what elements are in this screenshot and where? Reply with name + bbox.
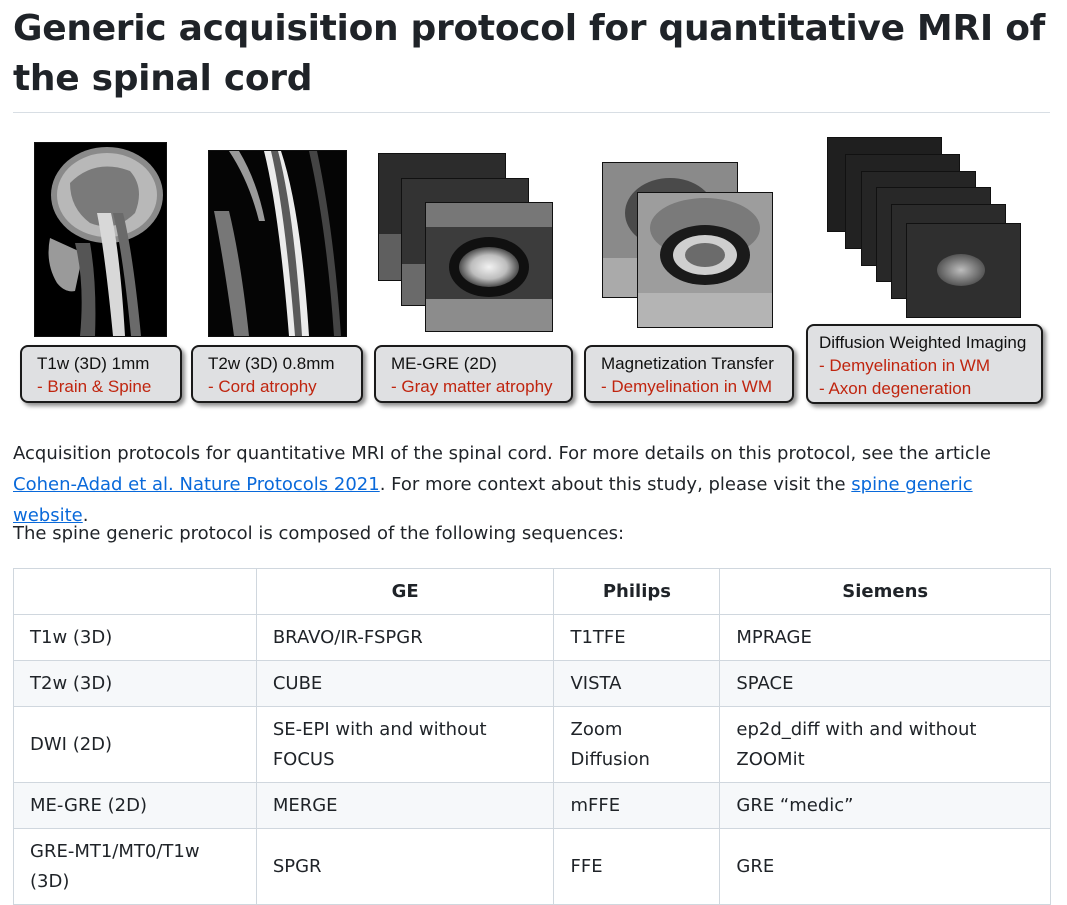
table-cell: CUBE <box>255 660 555 707</box>
intro-text: . For more context about this study, ple… <box>379 474 852 495</box>
table-cell: T1w (3D) <box>13 614 257 661</box>
sequence-table: GE Philips Siemens T1w (3D) BRAVO/IR-FSP… <box>13 568 1051 905</box>
table-cell: SPACE <box>719 660 1051 707</box>
table-cell: Zoom Diffusion <box>553 706 721 783</box>
table-cell: FFE <box>553 828 721 905</box>
table-row: T1w (3D) BRAVO/IR-FSPGR T1TFE MPRAGE <box>13 614 1051 661</box>
card-line: - Demyelination in WM <box>601 377 772 396</box>
table-header: GE <box>255 568 555 615</box>
table-cell: SPGR <box>255 828 555 905</box>
card-line: - Gray matter atrophy <box>391 377 553 396</box>
intro-text: Acquisition protocols for quantitative M… <box>13 443 991 464</box>
table-header: Philips <box>553 568 721 615</box>
mt-label-card: Magnetization Transfer - Demyelination i… <box>584 345 794 403</box>
composition-paragraph: The spine generic protocol is composed o… <box>13 523 625 544</box>
protocol-figure: T1w (3D) 1mm - Brain & Spine T2w (3D) 0.… <box>0 125 1067 415</box>
card-heading: T1w (3D) 1mm <box>37 354 150 373</box>
title-divider <box>13 112 1050 113</box>
card-line: - Axon degeneration <box>819 379 972 398</box>
table-header: Siemens <box>719 568 1051 615</box>
card-line: - Cord atrophy <box>208 377 317 396</box>
card-heading: Magnetization Transfer <box>601 354 774 373</box>
table-row: ME-GRE (2D) MERGE mFFE GRE “medic” <box>13 782 1051 829</box>
table-cell: VISTA <box>553 660 721 707</box>
mt-slice-front <box>637 192 773 328</box>
table-cell: ep2d_diff with and without ZOOMit <box>719 706 1051 783</box>
intro-text: . <box>82 505 89 526</box>
table-cell: MPRAGE <box>719 614 1051 661</box>
table-cell: GRE <box>719 828 1051 905</box>
t1w-sagittal-image <box>34 142 167 337</box>
table-header-row: GE Philips Siemens <box>13 568 1051 615</box>
article-link[interactable]: Cohen-Adad et al. Nature Protocols 2021 <box>13 474 380 495</box>
table-header <box>13 568 257 615</box>
dwi-slice-front <box>906 223 1021 318</box>
table-row: DWI (2D) SE-EPI with and without FOCUS Z… <box>13 706 1051 783</box>
table-cell: ME-GRE (2D) <box>13 782 257 829</box>
table-row: T2w (3D) CUBE VISTA SPACE <box>13 660 1051 707</box>
table-cell: mFFE <box>553 782 721 829</box>
card-line: - Demyelination in WM <box>819 356 990 375</box>
page-title: Generic acquisition protocol for quantit… <box>13 8 1045 99</box>
table-cell: SE-EPI with and without FOCUS <box>255 706 555 783</box>
table-cell: MERGE <box>255 782 555 829</box>
t2w-label-card: T2w (3D) 0.8mm - Cord atrophy <box>191 345 363 403</box>
card-heading: ME-GRE (2D) <box>391 354 497 373</box>
card-heading: T2w (3D) 0.8mm <box>208 354 335 373</box>
table-cell: BRAVO/IR-FSPGR <box>255 614 555 661</box>
table-cell: GRE “medic” <box>719 782 1051 829</box>
t2w-sagittal-image <box>208 150 347 337</box>
dwi-label-card: Diffusion Weighted Imaging - Demyelinati… <box>806 324 1043 404</box>
card-heading: Diffusion Weighted Imaging <box>819 333 1027 352</box>
table-cell: DWI (2D) <box>13 706 257 783</box>
table-cell: T2w (3D) <box>13 660 257 707</box>
table-cell: GRE-MT1/MT0/T1w (3D) <box>13 828 257 905</box>
intro-paragraph: Acquisition protocols for quantitative M… <box>13 438 1053 531</box>
me-gre-label-card: ME-GRE (2D) - Gray matter atrophy <box>374 345 573 403</box>
me-gre-slice-front <box>425 202 553 332</box>
table-cell: T1TFE <box>553 614 721 661</box>
table-row: GRE-MT1/MT0/T1w (3D) SPGR FFE GRE <box>13 828 1051 905</box>
t1w-label-card: T1w (3D) 1mm - Brain & Spine <box>20 345 182 403</box>
card-line: - Brain & Spine <box>37 377 152 396</box>
website-link[interactable]: spine generic website <box>13 474 973 526</box>
